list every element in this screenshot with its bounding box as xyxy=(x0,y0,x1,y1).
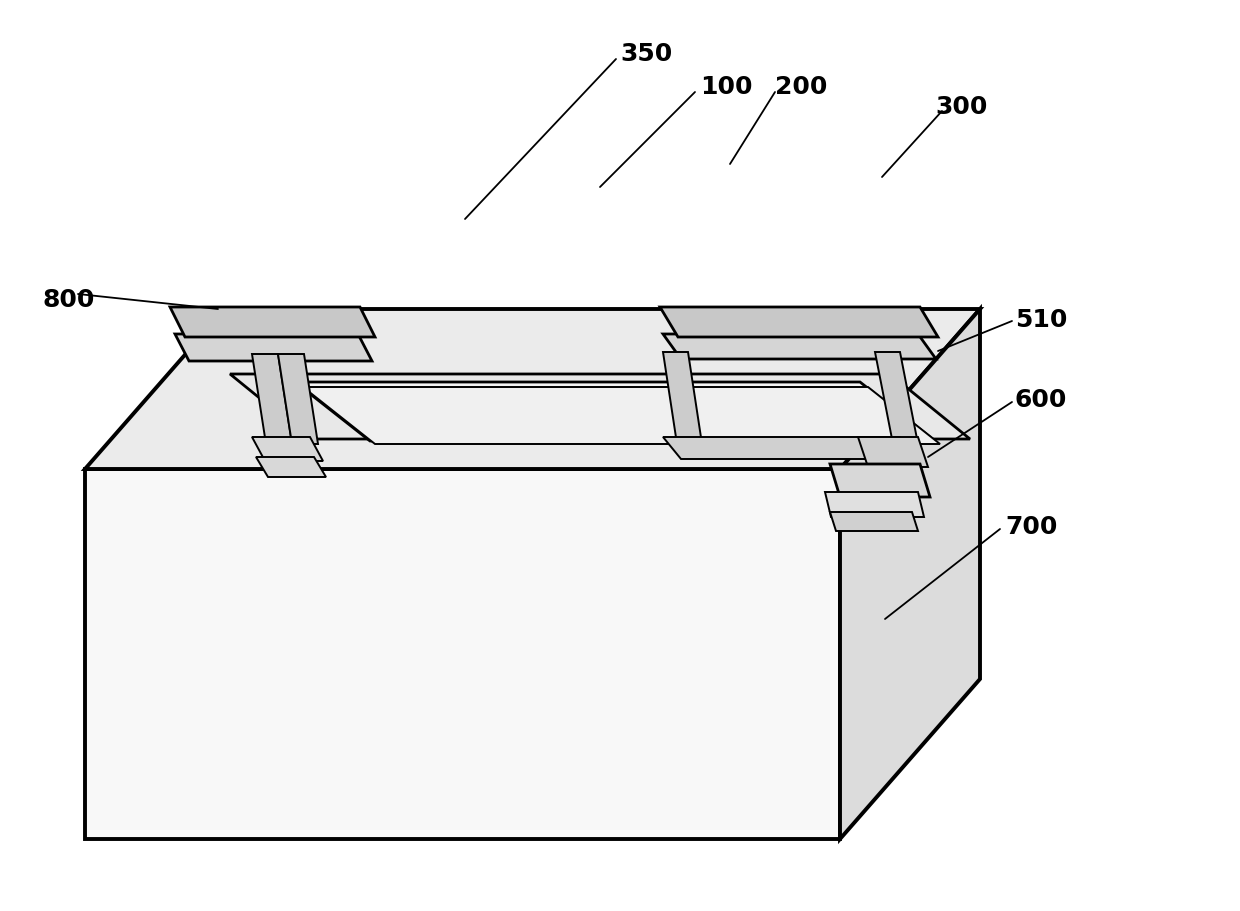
Text: 510: 510 xyxy=(1016,308,1068,332)
Text: 800: 800 xyxy=(42,288,94,312)
Polygon shape xyxy=(663,437,918,459)
Polygon shape xyxy=(229,374,970,439)
Polygon shape xyxy=(86,469,839,839)
Polygon shape xyxy=(255,457,326,477)
Polygon shape xyxy=(875,353,918,445)
Polygon shape xyxy=(660,308,937,338)
Polygon shape xyxy=(303,387,940,445)
Text: 600: 600 xyxy=(1016,387,1068,412)
Polygon shape xyxy=(663,353,702,445)
Polygon shape xyxy=(252,354,291,445)
Polygon shape xyxy=(295,383,935,442)
Polygon shape xyxy=(830,465,930,497)
Text: 700: 700 xyxy=(1004,515,1058,538)
Polygon shape xyxy=(839,310,980,839)
Text: 200: 200 xyxy=(775,75,827,99)
Polygon shape xyxy=(278,354,317,445)
Text: 350: 350 xyxy=(620,42,672,66)
Polygon shape xyxy=(858,437,928,467)
Polygon shape xyxy=(175,334,372,362)
Polygon shape xyxy=(252,437,322,462)
Text: 100: 100 xyxy=(701,75,753,99)
Text: 300: 300 xyxy=(935,95,987,118)
Polygon shape xyxy=(86,310,980,469)
Polygon shape xyxy=(825,493,924,517)
Polygon shape xyxy=(170,308,374,338)
Polygon shape xyxy=(830,512,918,531)
Polygon shape xyxy=(663,334,936,360)
